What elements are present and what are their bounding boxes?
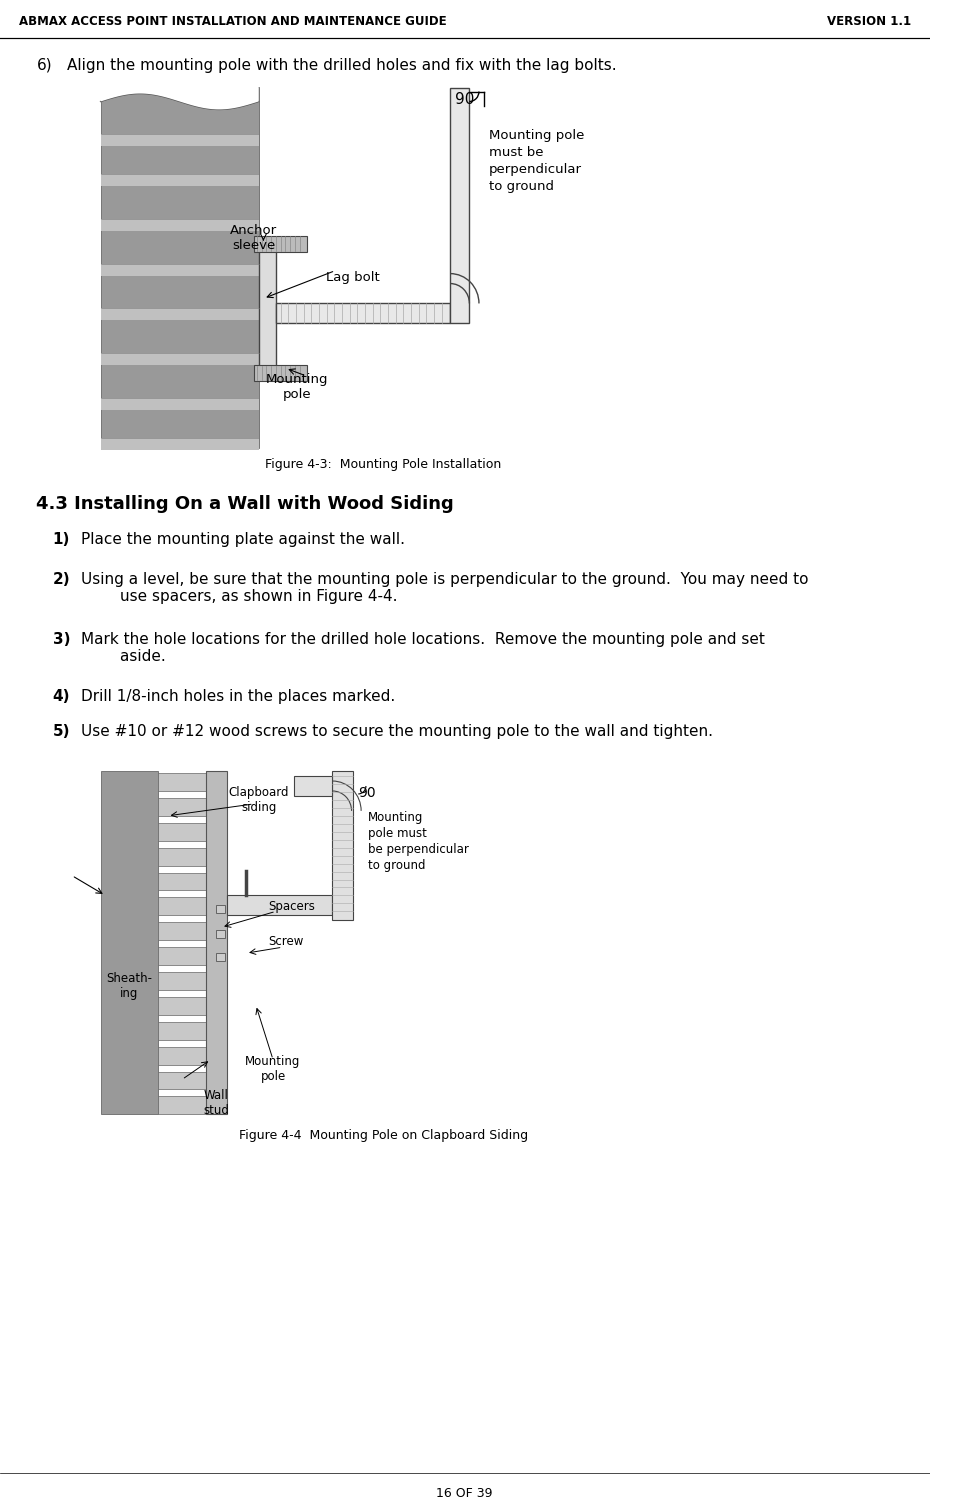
- Bar: [451, 87, 469, 323]
- Bar: [276, 303, 451, 323]
- Text: Mounting
pole: Mounting pole: [246, 1054, 301, 1083]
- Text: 4.3 Installing On a Wall with Wood Siding: 4.3 Installing On a Wall with Wood Sidin…: [36, 496, 454, 514]
- Bar: [158, 1096, 206, 1114]
- Bar: [101, 174, 258, 186]
- Bar: [101, 437, 258, 449]
- Text: 90: 90: [358, 786, 376, 801]
- Bar: [158, 948, 206, 966]
- Text: Mark the hole locations for the drilled hole locations.  Remove the mounting pol: Mark the hole locations for the drilled …: [82, 632, 765, 664]
- Text: Lag bolt: Lag bolt: [325, 270, 380, 284]
- Text: Align the mounting pole with the drilled holes and fix with the lag bolts.: Align the mounting pole with the drilled…: [67, 57, 617, 72]
- Text: Using a level, be sure that the mounting pole is perpendicular to the ground.  Y: Using a level, be sure that the mounting…: [82, 572, 809, 604]
- Bar: [101, 219, 258, 231]
- Bar: [158, 873, 206, 891]
- Text: Figure 4-3:  Mounting Pole Installation: Figure 4-3: Mounting Pole Installation: [265, 458, 501, 470]
- Bar: [158, 798, 206, 816]
- Bar: [158, 972, 206, 990]
- Bar: [206, 771, 227, 1114]
- Bar: [332, 771, 353, 921]
- Bar: [216, 930, 225, 939]
- Bar: [158, 823, 206, 841]
- Text: Mounting pole
must be
perpendicular
to ground: Mounting pole must be perpendicular to g…: [488, 129, 584, 194]
- Bar: [216, 906, 225, 913]
- Bar: [158, 847, 206, 865]
- Text: Mounting
pole: Mounting pole: [266, 372, 328, 401]
- Text: 4): 4): [52, 689, 70, 704]
- Text: 6): 6): [36, 57, 52, 72]
- Bar: [158, 1021, 206, 1039]
- Bar: [158, 922, 206, 940]
- Bar: [216, 954, 225, 961]
- Text: 3): 3): [52, 632, 70, 647]
- Bar: [101, 398, 258, 410]
- Bar: [101, 134, 258, 146]
- Text: 90: 90: [455, 92, 475, 107]
- Bar: [253, 236, 307, 252]
- Bar: [253, 365, 307, 382]
- Text: Drill 1/8-inch holes in the places marked.: Drill 1/8-inch holes in the places marke…: [82, 689, 395, 704]
- Text: 5): 5): [52, 724, 70, 739]
- Bar: [101, 87, 258, 448]
- Text: Sheath-
ing: Sheath- ing: [106, 972, 152, 1000]
- Bar: [158, 774, 206, 792]
- Text: Place the mounting plate against the wall.: Place the mounting plate against the wal…: [82, 532, 406, 547]
- Text: 1): 1): [52, 532, 70, 547]
- Text: ABMAX ACCESS POINT INSTALLATION AND MAINTENANCE GUIDE: ABMAX ACCESS POINT INSTALLATION AND MAIN…: [19, 15, 447, 29]
- Text: Screw: Screw: [268, 936, 304, 948]
- Text: 2): 2): [52, 572, 70, 587]
- Bar: [158, 1071, 206, 1089]
- Text: Spacers: Spacers: [268, 900, 316, 913]
- Bar: [294, 777, 332, 796]
- Bar: [101, 264, 258, 275]
- Text: Wall
stud: Wall stud: [204, 1089, 229, 1117]
- Text: Clapboard
siding: Clapboard siding: [228, 786, 289, 814]
- Bar: [101, 771, 158, 1114]
- Text: 16 OF 39: 16 OF 39: [436, 1487, 493, 1500]
- Bar: [158, 1047, 206, 1065]
- Bar: [101, 308, 258, 320]
- Text: VERSION 1.1: VERSION 1.1: [827, 15, 911, 29]
- Text: Mounting
pole must
be perpendicular
to ground: Mounting pole must be perpendicular to g…: [368, 811, 469, 871]
- Text: Anchor
sleeve: Anchor sleeve: [230, 224, 278, 252]
- Bar: [258, 243, 276, 372]
- Text: Use #10 or #12 wood screws to secure the mounting pole to the wall and tighten.: Use #10 or #12 wood screws to secure the…: [82, 724, 714, 739]
- Bar: [158, 897, 206, 915]
- Text: Figure 4-4  Mounting Pole on Clapboard Siding: Figure 4-4 Mounting Pole on Clapboard Si…: [239, 1130, 527, 1142]
- Bar: [227, 895, 332, 915]
- Bar: [158, 997, 206, 1015]
- Bar: [101, 353, 258, 365]
